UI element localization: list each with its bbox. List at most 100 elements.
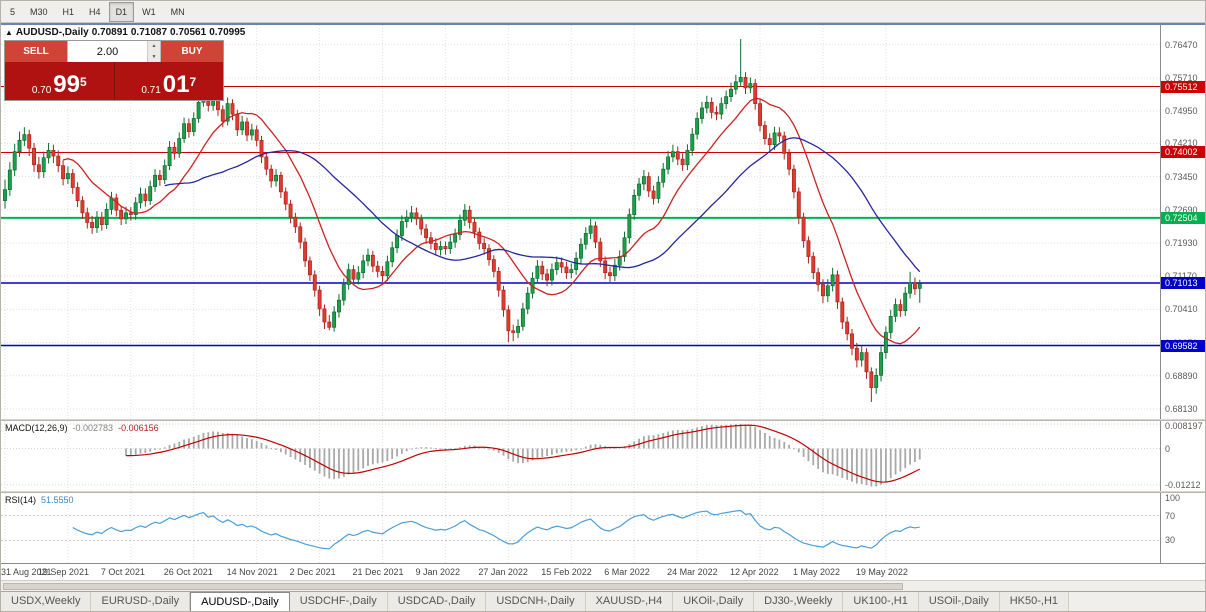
chart-tab-uk100-h1[interactable]: UK100-,H1 <box>843 592 919 611</box>
timeframe-button-5[interactable]: 5 <box>3 2 22 22</box>
candlestick-chart <box>1 25 1161 419</box>
time-axis-label: 1 May 2022 <box>792 567 840 577</box>
volume-up-button[interactable]: ▲ <box>148 41 160 52</box>
macd-tick-label: -0.01212 <box>1165 479 1201 490</box>
macd-chart-canvas[interactable]: MACD(12,26,9) -0.002783 -0.006156 <box>1 421 1161 491</box>
bid-price-big: 99 <box>53 71 80 98</box>
price-chart-canvas[interactable]: ▲ AUDUSD-,Daily 0.70891 0.71087 0.70561 0.709… <box>1 25 1161 419</box>
time-axis-label: 7 Oct 2021 <box>100 567 145 577</box>
trade-prices-row: 0.70 99 5 0.71 01 7 <box>5 62 223 100</box>
rsi-chart <box>1 493 1161 563</box>
hline-price-tag: 0.71013 <box>1161 277 1205 290</box>
main-chart-row: ▲ AUDUSD-,Daily 0.70891 0.71087 0.70561 0.709… <box>1 25 1205 419</box>
sell-button[interactable]: SELL <box>5 41 67 62</box>
volume-control[interactable]: 2.00 ▲ ▼ <box>67 41 161 62</box>
timeframe-button-D1[interactable]: D1 <box>108 1 135 22</box>
ask-price[interactable]: 0.71 01 7 <box>114 62 223 100</box>
chart-tab-usdx-weekly[interactable]: USDX,Weekly <box>1 592 92 611</box>
timeframe-button-H4[interactable]: H4 <box>82 2 108 22</box>
price-tick-label: 0.68890 <box>1165 370 1198 381</box>
price-tick-label: 0.74210 <box>1165 138 1198 149</box>
timeframe-button-H1[interactable]: H1 <box>56 2 82 22</box>
bid-price[interactable]: 0.70 99 5 <box>5 62 114 100</box>
time-axis-label: 24 Mar 2022 <box>667 567 718 577</box>
rsi-tick-label: 70 <box>1165 510 1176 521</box>
rsi-chart-canvas[interactable]: RSI(14) 51.5550 <box>1 493 1161 563</box>
chart-tab-usdcnh-daily[interactable]: USDCNH-,Daily <box>486 592 586 611</box>
macd-axis: 0.008197 0 -0.01212 <box>1160 421 1205 491</box>
rsi-pane-resizer[interactable] <box>1 491 1205 493</box>
ohlc-low: 0.70561 <box>170 27 207 38</box>
scrollbar-thumb[interactable] <box>3 583 903 590</box>
time-axis-label: 2 Dec 2021 <box>289 567 336 577</box>
macd-tick-label: 0.008197 <box>1165 421 1203 431</box>
price-tick-label: 0.73450 <box>1165 171 1198 182</box>
price-tick-label: 0.74950 <box>1165 106 1198 117</box>
timeframe-toolbar: 5 M30 H1 H4 D1 W1 MN <box>1 1 1205 23</box>
price-tick-label: 0.68130 <box>1165 403 1198 414</box>
time-axis-label: 15 Feb 2022 <box>541 567 592 577</box>
price-tick-label: 0.70410 <box>1165 304 1198 315</box>
chart-tab-dj30-weekly[interactable]: DJ30-,Weekly <box>754 592 844 611</box>
time-axis-label: 19 May 2022 <box>855 567 908 577</box>
collapse-arrow-icon[interactable]: ▲ <box>5 28 13 37</box>
price-axis[interactable]: 0.76470 0.75710 0.74950 0.74210 0.73450 0.726… <box>1160 25 1205 419</box>
time-axis-label: 9 Jan 2022 <box>415 567 460 577</box>
macd-chart <box>1 421 1161 491</box>
chart-tab-usdcad-daily[interactable]: USDCAD-,Daily <box>387 592 487 611</box>
ohlc-open: 0.70891 <box>91 27 128 38</box>
macd-name: MACD(12,26,9) <box>5 423 68 433</box>
rsi-row: RSI(14) 51.5550 100 70 30 <box>1 493 1205 563</box>
ohlc-close: 0.70995 <box>209 27 246 38</box>
trade-buttons-row: SELL 2.00 ▲ ▼ BUY <box>5 41 223 62</box>
horizontal-scrollbar[interactable] <box>1 580 1205 591</box>
chart-title: ▲ AUDUSD-,Daily 0.70891 0.71087 0.70561 0.709… <box>5 27 248 38</box>
macd-label: MACD(12,26,9) -0.002783 -0.006156 <box>5 423 159 433</box>
price-tick-label: 0.71170 <box>1165 271 1197 281</box>
time-axis-label: 12 Apr 2022 <box>730 567 779 577</box>
volume-down-button[interactable]: ▼ <box>148 51 160 62</box>
rsi-tick-label: 30 <box>1165 535 1176 546</box>
ask-price-big: 01 <box>162 71 190 98</box>
volume-value[interactable]: 2.00 <box>96 45 119 58</box>
macd-value-signal: -0.006156 <box>118 423 159 433</box>
rsi-axis: 100 70 30 <box>1160 493 1205 563</box>
ohlc-high: 0.71087 <box>130 27 168 38</box>
chart-tab-eurusd-daily[interactable]: EURUSD-,Daily <box>91 592 191 611</box>
chart-tabs-bar: USDX,Weekly EURUSD-,Daily AUDUSD-,Daily USD… <box>1 591 1205 611</box>
time-axis-label: 26 Oct 2021 <box>163 567 213 577</box>
time-axis-label: 6 Mar 2022 <box>604 567 650 577</box>
timeframe-button-M30[interactable]: M30 <box>23 2 55 22</box>
hline-price-tag: 0.69582 <box>1161 339 1205 352</box>
time-axis-label: 19 Sep 2021 <box>37 567 89 577</box>
macd-pane-resizer[interactable] <box>1 419 1205 421</box>
macd-tick-label: 0 <box>1165 443 1171 454</box>
chart-tab-audusd-daily[interactable]: AUDUSD-,Daily <box>190 592 290 611</box>
chart-tab-xauusd-h4[interactable]: XAUUSD-,H4 <box>585 592 674 611</box>
rsi-label: RSI(14) 51.5550 <box>5 495 74 505</box>
chart-tab-usdchf-daily[interactable]: USDCHF-,Daily <box>289 592 388 611</box>
chart-tab-usoil-daily[interactable]: USOil-,Daily <box>918 592 1000 611</box>
bid-price-sup: 5 <box>79 75 87 89</box>
time-axis-label: 21 Dec 2021 <box>352 567 404 577</box>
bid-price-small: 0.70 <box>31 85 52 96</box>
timeframe-button-MN[interactable]: MN <box>164 2 192 22</box>
price-tick-label: 0.75710 <box>1165 72 1198 83</box>
chart-symbol: AUDUSD-,Daily <box>15 27 89 38</box>
timeframe-button-W1[interactable]: W1 <box>135 2 163 22</box>
time-axis-label: 31 Aug 2021 <box>1 567 52 577</box>
macd-row: MACD(12,26,9) -0.002783 -0.006156 0.008197… <box>1 421 1205 491</box>
price-tick-label: 0.71930 <box>1165 237 1198 248</box>
price-tick-label: 0.76470 <box>1165 39 1198 50</box>
chart-tab-hk50-h1[interactable]: HK50-,H1 <box>999 592 1070 611</box>
volume-spinner: ▲ ▼ <box>147 41 160 62</box>
time-axis[interactable]: 31 Aug 2021 19 Sep 2021 7 Oct 2021 26 Oct 2… <box>1 563 1205 580</box>
price-tick-label: 0.72690 <box>1165 204 1198 215</box>
ask-price-sup: 7 <box>189 75 197 89</box>
buy-button[interactable]: BUY <box>161 41 223 62</box>
one-click-trading-panel: SELL 2.00 ▲ ▼ BUY 0.70 99 5 0.71 01 7 <box>4 40 224 101</box>
chart-tab-ukoil-daily[interactable]: UKOil-,Daily <box>673 592 755 611</box>
macd-value-main: -0.002783 <box>72 423 114 433</box>
ask-price-small: 0.71 <box>141 85 161 96</box>
